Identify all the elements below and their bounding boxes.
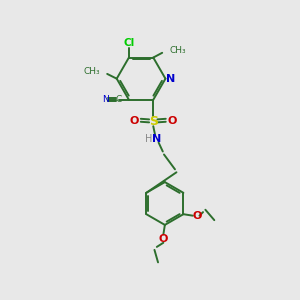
Text: H: H <box>145 134 152 144</box>
Text: CH₃: CH₃ <box>169 46 186 55</box>
Text: O: O <box>159 234 168 244</box>
Text: O: O <box>168 116 177 126</box>
Text: S: S <box>149 115 158 128</box>
Text: N: N <box>166 74 175 84</box>
Text: O: O <box>192 211 202 221</box>
Text: N: N <box>152 134 161 144</box>
Text: CH₃: CH₃ <box>83 67 100 76</box>
Text: C: C <box>115 95 121 104</box>
Text: O: O <box>130 116 139 126</box>
Text: N: N <box>102 95 109 104</box>
Text: Cl: Cl <box>123 38 134 48</box>
